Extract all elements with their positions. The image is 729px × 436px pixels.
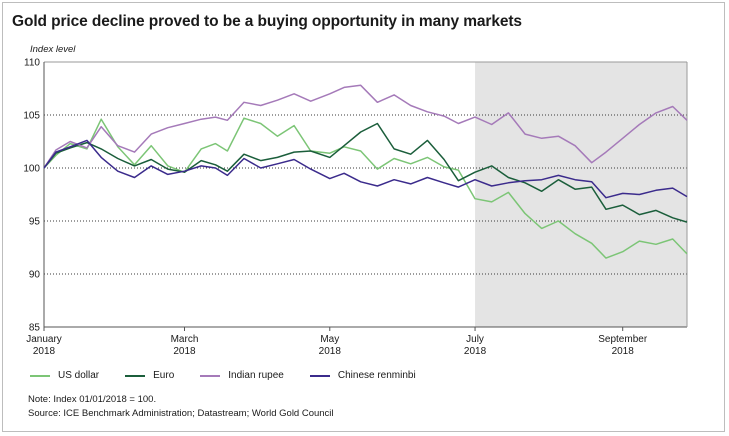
y-tick-label: 85 (29, 323, 41, 334)
legend-swatch (309, 374, 330, 377)
shaded-region (475, 62, 687, 327)
legend-swatch (200, 374, 221, 377)
legend-item: US dollar (30, 370, 99, 381)
series-line-indian-rupee (43, 84, 688, 169)
y-tick-label: 90 (29, 270, 41, 281)
x-tick-year-label: 2018 (173, 346, 196, 357)
x-tick-year-label: 2018 (612, 346, 635, 357)
x-tick-label: September (598, 334, 648, 345)
y-tick-label: 110 (24, 58, 40, 69)
legend-item: Chinese renminbi (309, 370, 416, 381)
chart-notes: Note: Index 01/01/2018 = 100. Source: IC… (28, 393, 334, 420)
legend: US dollar Euro Indian rupee Chinese renminb… (30, 370, 442, 381)
x-tick-label: March (171, 334, 199, 345)
legend-label: Euro (153, 370, 175, 381)
series-lines (43, 84, 688, 259)
legend-swatch (125, 374, 146, 377)
series-line-euro (43, 122, 688, 223)
x-tick-year-label: 2018 (319, 346, 342, 357)
legend-item: Indian rupee (200, 370, 284, 381)
legend-label: Indian rupee (228, 370, 284, 381)
chart-title: Gold price decline proved to be a buying… (12, 13, 522, 30)
x-tick-label: July (466, 334, 484, 345)
x-tick-year-label: 2018 (464, 346, 487, 357)
y-tick-label: 105 (23, 111, 40, 122)
x-tick-year-label: 2018 (33, 346, 56, 357)
gridlines (43, 61, 688, 328)
legend-label: US dollar (58, 370, 100, 381)
shaded-region-layer (475, 62, 687, 327)
y-tick-labels: 85 90 95 100 105 110 (23, 58, 40, 334)
source-text: Source: ICE Benchmark Administration; Da… (28, 407, 334, 419)
series-line-us-dollar (43, 117, 688, 259)
series-line-chinese-renminbi (43, 139, 688, 199)
y-tick-label: 100 (23, 164, 40, 175)
legend-label: Chinese renminbi (337, 370, 416, 381)
x-tick-label: May (320, 334, 339, 345)
x-tick-label: January (26, 334, 62, 345)
y-tick-label: 95 (29, 217, 41, 228)
x-tick-labels: January2018March2018May2018July2018Septe… (26, 327, 648, 357)
legend-swatch (30, 374, 50, 377)
note-text: Note: Index 01/01/2018 = 100. (28, 394, 157, 405)
legend-item: Euro (125, 370, 174, 381)
y-axis-units-label: Index level (30, 44, 76, 55)
